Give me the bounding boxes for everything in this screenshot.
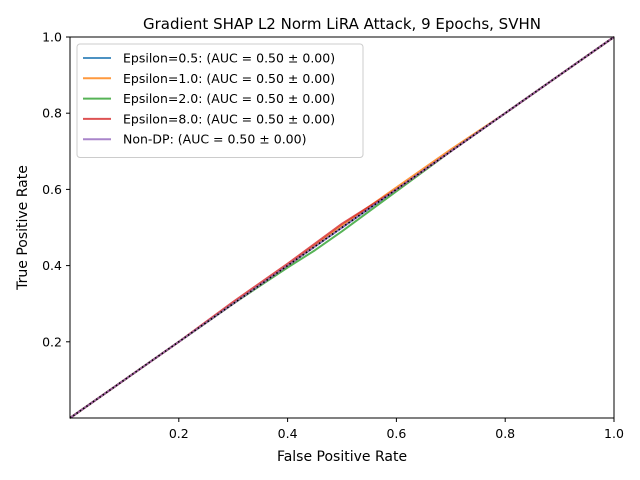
plot-area bbox=[69, 36, 615, 419]
legend-box bbox=[76, 43, 364, 158]
y-tick-label: 0.6 bbox=[42, 182, 62, 197]
legend-label-4: Non-DP: (AUC = 0.50 ± 0.00) bbox=[123, 132, 306, 147]
x-tick-label: 0.2 bbox=[169, 426, 189, 441]
y-tick-label: 0.2 bbox=[42, 334, 62, 349]
legend-label-0: Epsilon=0.5: (AUC = 0.50 ± 0.00) bbox=[123, 51, 335, 66]
legend: Epsilon=0.5: (AUC = 0.50 ± 0.00) Epsilon=… bbox=[76, 43, 364, 158]
x-tick-label: 1.0 bbox=[604, 426, 624, 441]
chance-diagonal-line bbox=[69, 36, 615, 419]
y-axis-label: True Positive Rate bbox=[15, 165, 31, 291]
x-tick-label: 0.8 bbox=[495, 426, 515, 441]
y-tick-label: 0.4 bbox=[42, 258, 62, 273]
legend-label-1: Epsilon=1.0: (AUC = 0.50 ± 0.00) bbox=[123, 71, 335, 86]
x-tick-label: 0.6 bbox=[386, 426, 406, 441]
y-tick-label: 0.8 bbox=[42, 106, 62, 121]
legend-label-2: Epsilon=2.0: (AUC = 0.50 ± 0.00) bbox=[123, 91, 335, 106]
legend-label-3: Epsilon=8.0: (AUC = 0.50 ± 0.00) bbox=[123, 111, 335, 126]
chart-title: Gradient SHAP L2 Norm LiRA Attack, 9 Epo… bbox=[143, 15, 541, 33]
plot-frame bbox=[69, 36, 615, 419]
x-axis-label: False Positive Rate bbox=[277, 449, 407, 465]
axis-ticks: 0.2 0.4 0.6 0.8 1.0 0.2 0.4 0.6 0.8 1.0 bbox=[42, 30, 624, 442]
y-tick-label: 1.0 bbox=[42, 30, 62, 45]
x-tick-label: 0.4 bbox=[278, 426, 298, 441]
